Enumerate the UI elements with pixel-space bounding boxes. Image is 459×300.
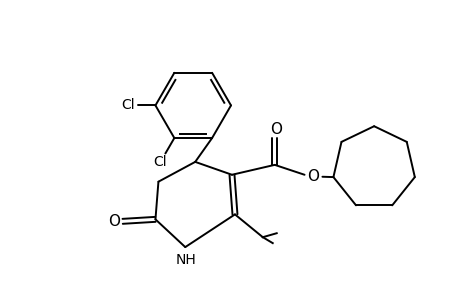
- Text: Cl: Cl: [121, 98, 134, 112]
- Text: O: O: [307, 169, 319, 184]
- Text: Cl: Cl: [153, 155, 167, 169]
- Text: O: O: [107, 214, 119, 229]
- Text: O: O: [269, 122, 281, 137]
- Text: NH: NH: [175, 253, 196, 267]
